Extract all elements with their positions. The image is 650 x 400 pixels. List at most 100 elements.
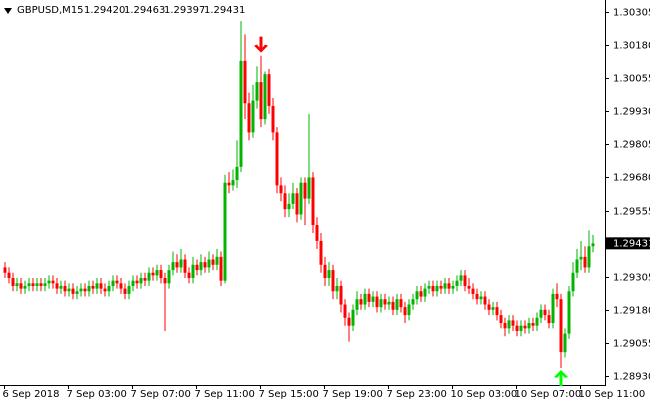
candle-body (151, 272, 155, 276)
candle-body (23, 285, 27, 289)
candle-body (139, 278, 143, 284)
candle-body (99, 283, 103, 289)
candle-body (303, 182, 307, 199)
candle-body (431, 285, 435, 292)
symbol: GBPUSD,M15 (17, 5, 84, 16)
candle-body (163, 278, 167, 284)
candle-body (131, 280, 135, 286)
candle-body (91, 285, 95, 289)
candle-body (243, 60, 247, 104)
candle-body (171, 262, 175, 271)
candle-body (247, 103, 251, 133)
y-tick-label: 1.30180 (613, 41, 650, 52)
candle-body (287, 203, 291, 210)
candle-body (475, 293, 479, 300)
candle-body (539, 309, 543, 318)
candle-body (35, 283, 39, 286)
candle-body (223, 182, 227, 281)
candle-body (339, 285, 343, 305)
y-tick-label: 1.29180 (613, 306, 650, 317)
candle-body (263, 74, 267, 120)
candle-body (587, 246, 591, 268)
y-tick-label: 1.29555 (613, 207, 650, 218)
header-icon (4, 8, 12, 14)
x-tick-label: 6 Sep 2018 (3, 389, 60, 400)
candle-body (427, 285, 431, 289)
candle-body (271, 105, 275, 133)
y-tick-label: 1.30055 (613, 74, 650, 85)
candle-body (571, 272, 575, 292)
candle-body (11, 278, 15, 286)
candle-body (135, 280, 139, 284)
candle-body (267, 74, 271, 106)
candle-body (39, 283, 43, 286)
candle-body (167, 270, 171, 284)
y-tick-label: 1.29305 (613, 273, 650, 284)
x-tick-label: 7 Sep 11:00 (195, 389, 255, 400)
candle-body (31, 283, 35, 286)
candle-body (527, 323, 531, 329)
x-tick-label: 7 Sep 15:00 (259, 389, 319, 400)
candle-body (155, 270, 159, 276)
x-tick-label: 10 Sep 03:00 (451, 389, 518, 400)
candle-body (295, 193, 299, 215)
candle-body (119, 283, 123, 289)
candle-body (367, 293, 371, 302)
candle-body (395, 299, 399, 310)
candle-body (547, 315, 551, 324)
candle-body (359, 299, 363, 305)
candle-body (563, 333, 567, 353)
candle-body (239, 60, 243, 167)
candle-body (187, 272, 191, 279)
candle-body (207, 259, 211, 268)
candle-body (291, 193, 295, 204)
candle-body (511, 320, 515, 326)
candle-body (147, 272, 151, 281)
candle-body (559, 299, 563, 353)
candle-body (219, 256, 223, 281)
candle-body (355, 299, 359, 310)
x-tick-label: 10 Sep 11:00 (579, 389, 646, 400)
candle-body (55, 283, 59, 289)
candle-body (535, 317, 539, 326)
candle-body (327, 270, 331, 279)
candle-body (479, 296, 483, 300)
candle-body (27, 283, 31, 286)
buy-arrow (554, 370, 568, 387)
candle-body (411, 299, 415, 305)
candle-body (275, 132, 279, 186)
candle-body (71, 288, 75, 294)
candle-body (307, 177, 311, 199)
candle-body (179, 259, 183, 268)
candle-body (95, 283, 99, 289)
candle-body (123, 288, 127, 294)
candle-body (59, 285, 63, 289)
candle-body (551, 293, 555, 324)
candle-body (203, 262, 207, 268)
candle-body (251, 100, 255, 133)
candle-body (495, 307, 499, 316)
info-low: 1.29397 (164, 5, 205, 16)
candle-body (451, 285, 455, 289)
info-open: 1.29420 (84, 5, 125, 16)
candle-body (399, 299, 403, 308)
candle-body (351, 309, 355, 326)
candle-body (51, 280, 55, 284)
candle-body (435, 285, 439, 292)
x-tick-label: 7 Sep 03:00 (67, 389, 127, 400)
candle-body (567, 291, 571, 334)
candle-body (299, 182, 303, 215)
candle-body (471, 288, 475, 294)
candle-body (159, 270, 163, 279)
candle-body (335, 285, 339, 292)
candle-body (227, 182, 231, 186)
candle-body (455, 280, 459, 286)
candle-body (183, 259, 187, 273)
candle-body (379, 299, 383, 308)
candle-body (79, 288, 83, 292)
candle-body (103, 288, 107, 292)
candle-body (419, 291, 423, 297)
